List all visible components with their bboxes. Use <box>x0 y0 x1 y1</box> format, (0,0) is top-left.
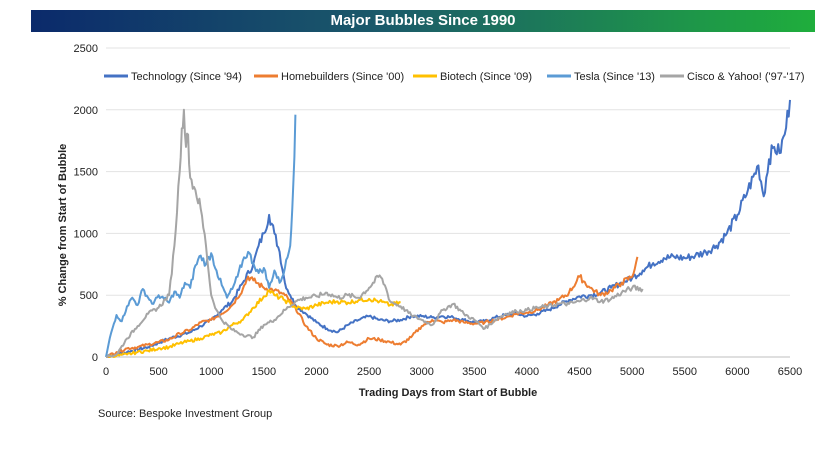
y-tick-label: 1500 <box>74 167 98 179</box>
x-tick-label: 5000 <box>620 366 644 378</box>
x-tick-label: 5500 <box>673 366 697 378</box>
series-line-4 <box>106 108 644 358</box>
y-tick-label: 500 <box>80 290 98 302</box>
chart-title: Major Bubbles Since 1990 <box>330 12 516 29</box>
x-tick-label: 2000 <box>304 366 328 378</box>
y-tick-label: 2000 <box>74 105 98 117</box>
x-tick-label: 500 <box>149 366 167 378</box>
x-tick-label: 3000 <box>409 366 433 378</box>
x-tick-label: 0 <box>103 366 109 378</box>
x-tick-label: 4500 <box>567 366 591 378</box>
legend-entry: Biotech (Since '09) <box>440 71 532 83</box>
x-tick-label: 3500 <box>462 366 486 378</box>
x-tick-label: 1000 <box>199 366 223 378</box>
legend-entry: Tesla (Since '13) <box>574 71 655 83</box>
x-tick-label: 4000 <box>515 366 539 378</box>
y-axis-label: % Change from Start of Bubble <box>57 144 69 307</box>
series-line-0 <box>105 99 791 358</box>
x-tick-label: 6000 <box>725 366 749 378</box>
legend-entry: Cisco & Yahoo! ('97-'17) <box>687 71 805 83</box>
y-tick-label: 2500 <box>74 43 98 55</box>
y-tick-label: 1000 <box>74 228 98 240</box>
legend: Technology (Since '94) Homebuilders (Sinc… <box>104 71 805 83</box>
x-axis-label: Trading Days from Start of Bubble <box>359 387 537 399</box>
title-banner: Major Bubbles Since 1990 <box>31 10 815 32</box>
axes: 0 500 1000 1500 2000 2500 0 500 1000 1500 2000 2500… <box>74 43 803 378</box>
gridlines <box>106 47 790 358</box>
legend-entry: Technology (Since '94) <box>131 71 242 83</box>
legend-entry: Homebuilders (Since '00) <box>281 71 404 83</box>
x-tick-label: 2500 <box>357 366 381 378</box>
source-note: Source: Bespoke Investment Group <box>98 408 273 420</box>
x-tick-label: 1500 <box>252 366 276 378</box>
series-lines <box>105 99 791 358</box>
series-line-2 <box>105 289 401 358</box>
y-tick-label: 0 <box>92 352 98 364</box>
x-tick-label: 6500 <box>778 366 802 378</box>
series-line-3 <box>105 114 297 358</box>
